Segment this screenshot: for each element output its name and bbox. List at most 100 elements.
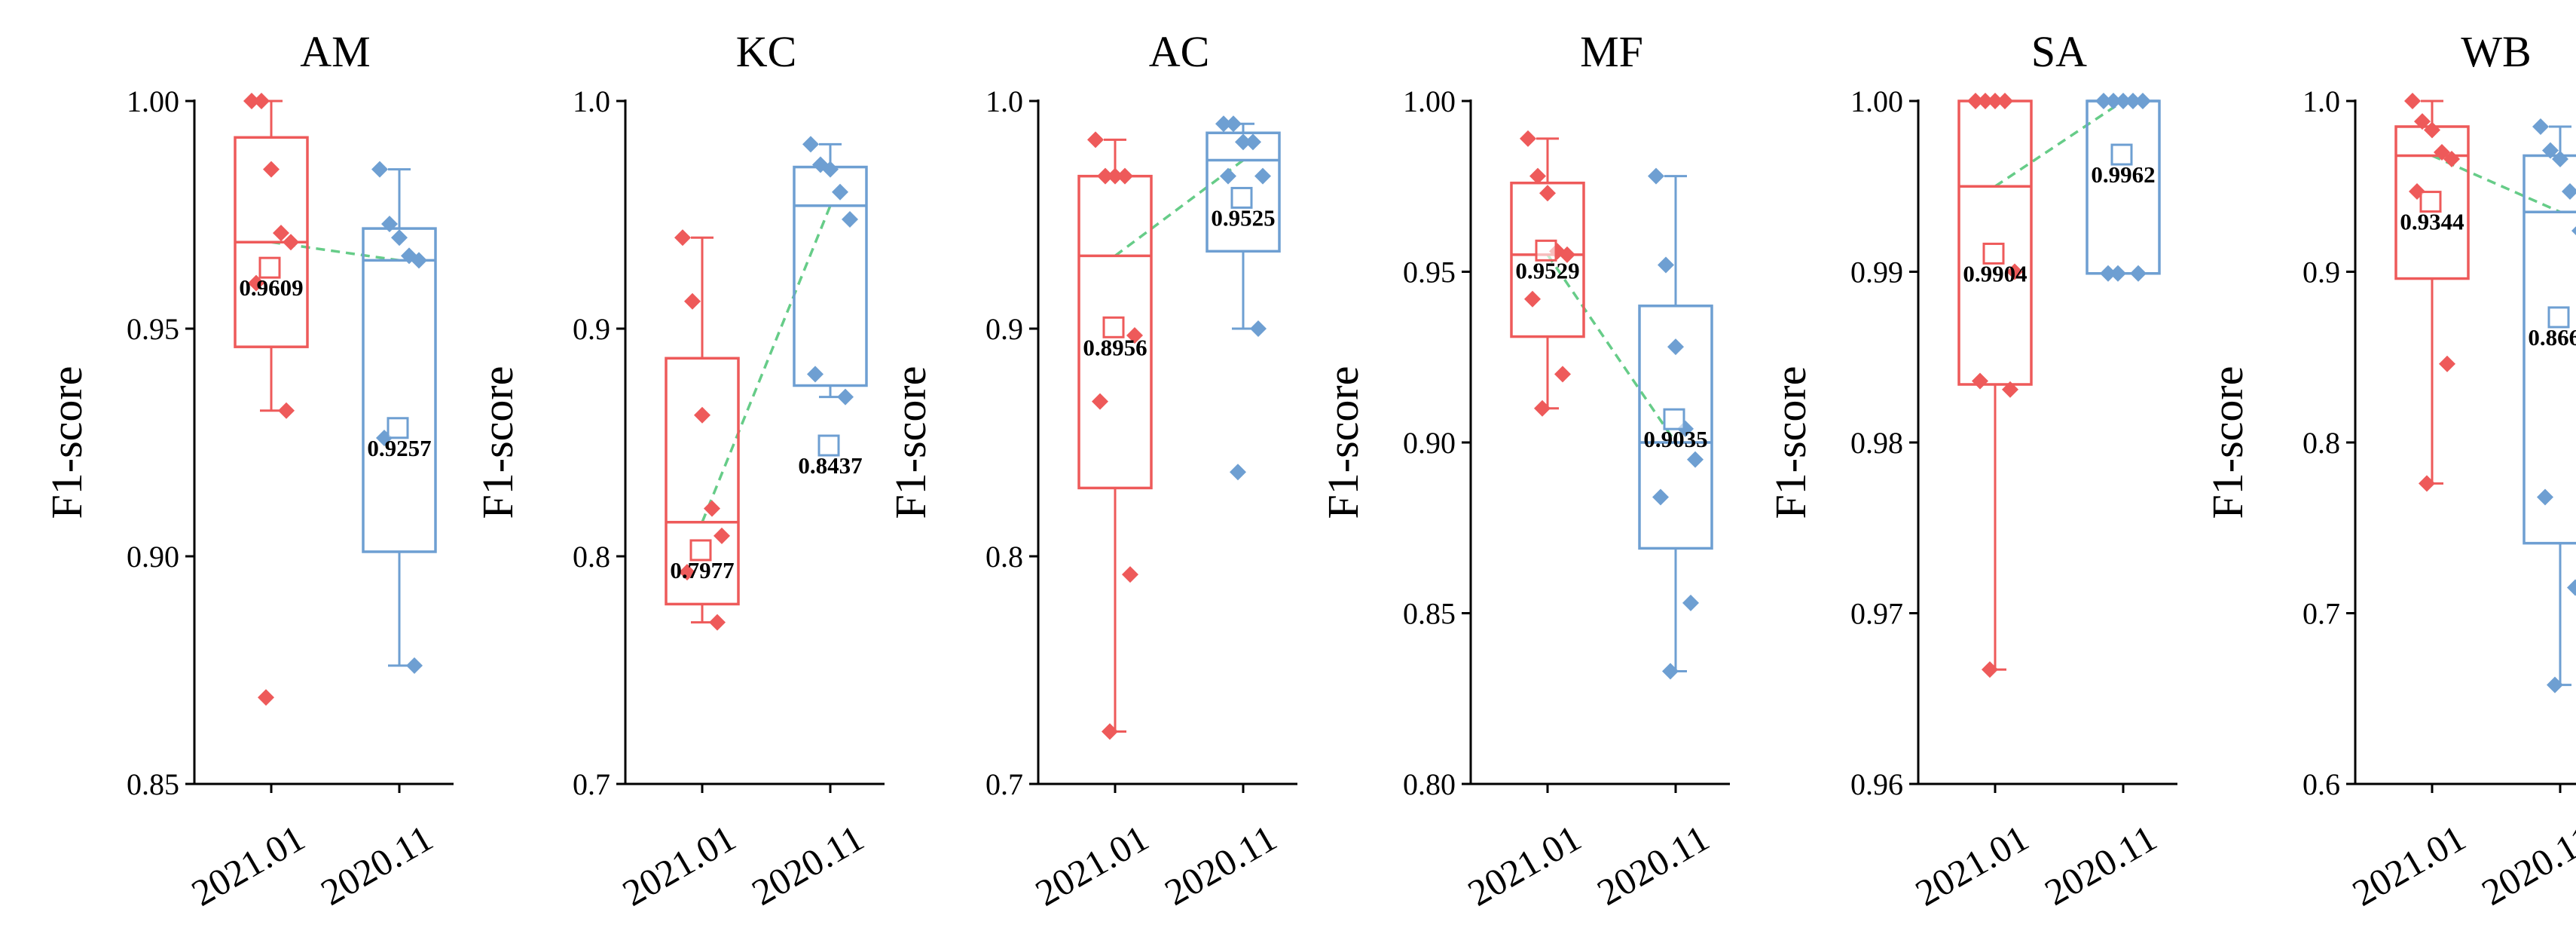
data-point bbox=[2095, 93, 2112, 109]
y-tick-label: 0.90 bbox=[127, 540, 179, 574]
y-tick-label: 0.96 bbox=[1850, 767, 1903, 801]
iqr-box bbox=[793, 165, 868, 387]
x-tick-label: 2021.01 bbox=[616, 816, 743, 914]
mean-marker bbox=[1230, 186, 1253, 209]
box-2021-01: 0.9904 bbox=[1957, 93, 2033, 678]
data-point bbox=[1215, 115, 1232, 133]
y-axis-label: F1-score bbox=[473, 366, 522, 519]
median-trend-line bbox=[1994, 99, 2124, 188]
box-2021-01: 0.8956 bbox=[1077, 131, 1153, 740]
mean-label: 0.7977 bbox=[670, 557, 734, 583]
box-2020-11: 0.9962 bbox=[2086, 93, 2161, 282]
box-2020-11: 0.9035 bbox=[1638, 167, 1713, 680]
y-tick-label: 0.8 bbox=[2303, 426, 2340, 460]
data-point bbox=[263, 161, 280, 178]
x-tick-label: 2020.11 bbox=[2037, 816, 2163, 914]
y-tick-label: 0.6 bbox=[2303, 767, 2340, 801]
data-point bbox=[1245, 133, 1261, 151]
data-point bbox=[1524, 290, 1541, 308]
y-tick-label: 1.0 bbox=[985, 84, 1023, 118]
y-tick-label: 0.8 bbox=[573, 540, 610, 574]
x-tick-label: 2021.01 bbox=[2345, 816, 2473, 914]
chart-panel-ac: AC 0.7 0.8 0.9 1.0 F1-score 2021.01 2020.11 0.89… bbox=[886, 27, 1297, 914]
data-point bbox=[2125, 93, 2141, 109]
mean-marker bbox=[387, 417, 409, 439]
data-point bbox=[1967, 93, 1984, 109]
data-point bbox=[1539, 185, 1556, 202]
data-point bbox=[243, 93, 260, 109]
mean-label: 0.9962 bbox=[2091, 161, 2155, 188]
mean-label: 0.9344 bbox=[2400, 209, 2464, 235]
chart-title: KC bbox=[736, 27, 797, 76]
data-point bbox=[391, 229, 408, 246]
y-tick-label: 0.95 bbox=[1403, 256, 1456, 289]
data-point bbox=[1972, 372, 1988, 390]
data-point bbox=[2532, 118, 2549, 135]
data-point bbox=[1687, 451, 1704, 468]
y-tick-label: 0.9 bbox=[2303, 256, 2340, 289]
data-point bbox=[1254, 167, 1271, 185]
data-point bbox=[1230, 464, 1246, 481]
chart-panel-am: AM 0.85 0.90 0.95 1.00 F1-score 2021.01 2020.11… bbox=[42, 27, 454, 914]
y-tick-label: 0.7 bbox=[985, 767, 1023, 801]
data-point bbox=[1097, 167, 1114, 185]
mean-label: 0.9257 bbox=[367, 435, 431, 461]
iqr-box bbox=[362, 227, 437, 553]
mean-marker bbox=[2110, 143, 2133, 166]
y-tick-label: 1.0 bbox=[2303, 84, 2340, 118]
data-point bbox=[406, 657, 423, 674]
y-tick-label: 0.80 bbox=[1403, 767, 1456, 801]
median-trend-line bbox=[1546, 253, 1677, 443]
data-point bbox=[371, 161, 388, 178]
box-2021-01: 0.9609 bbox=[234, 93, 309, 706]
data-point bbox=[258, 689, 274, 706]
data-point bbox=[1126, 327, 1143, 344]
box-2021-01: 0.9344 bbox=[2394, 93, 2470, 492]
data-point bbox=[822, 161, 839, 178]
data-point bbox=[253, 93, 270, 109]
x-tick-label: 2020.11 bbox=[2474, 816, 2576, 914]
mean-marker bbox=[689, 539, 712, 562]
y-tick-label: 0.8 bbox=[985, 540, 1023, 574]
data-point bbox=[1554, 366, 1571, 383]
data-point bbox=[2100, 265, 2116, 282]
data-point bbox=[1087, 131, 1104, 148]
y-axis-label: F1-score bbox=[1319, 366, 1367, 519]
chart-title: WB bbox=[2461, 27, 2531, 76]
mean-marker bbox=[1982, 242, 2005, 265]
mean-label: 0.9035 bbox=[1643, 426, 1707, 452]
data-point bbox=[1658, 256, 1674, 274]
data-point bbox=[1220, 167, 1236, 185]
data-point bbox=[837, 388, 854, 406]
data-point bbox=[1520, 130, 1536, 147]
data-point bbox=[2130, 265, 2147, 282]
mean-label: 0.8956 bbox=[1083, 334, 1147, 360]
data-point bbox=[2115, 93, 2131, 109]
data-point bbox=[1529, 167, 1546, 185]
y-tick-label: 0.7 bbox=[573, 767, 610, 801]
x-tick-label: 2020.11 bbox=[1590, 816, 1716, 914]
box-2021-01: 0.7977 bbox=[665, 229, 740, 631]
data-point bbox=[1117, 167, 1133, 185]
data-point bbox=[1122, 566, 1138, 583]
data-point bbox=[1102, 723, 1118, 740]
iqr-box bbox=[1638, 305, 1713, 550]
data-point bbox=[1235, 133, 1251, 151]
y-tick-label: 0.98 bbox=[1850, 426, 1903, 460]
iqr-box bbox=[1205, 131, 1281, 253]
y-tick-label: 1.00 bbox=[1850, 84, 1903, 118]
data-point bbox=[2434, 143, 2450, 161]
mean-marker bbox=[1663, 408, 1685, 430]
mean-label: 0.8437 bbox=[798, 452, 862, 479]
mean-marker bbox=[2547, 306, 2570, 329]
y-tick-label: 0.9 bbox=[573, 312, 610, 346]
data-point bbox=[1662, 663, 1679, 680]
data-point bbox=[2110, 265, 2126, 282]
data-point bbox=[679, 564, 695, 581]
data-point bbox=[802, 136, 819, 153]
y-tick-label: 1.00 bbox=[127, 84, 179, 118]
data-point bbox=[2424, 121, 2440, 139]
data-point bbox=[2542, 142, 2559, 159]
data-point bbox=[278, 402, 295, 419]
